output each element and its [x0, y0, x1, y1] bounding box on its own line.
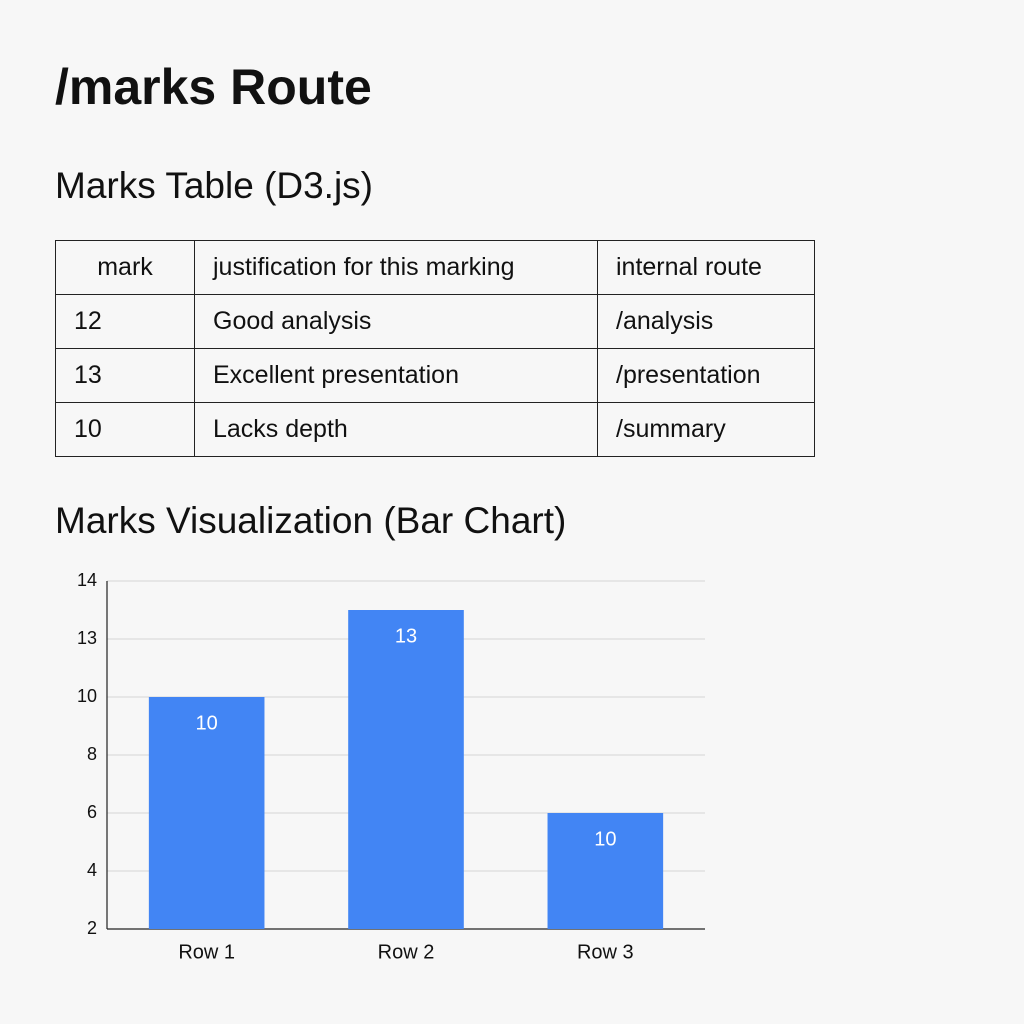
bar	[148, 697, 265, 929]
bar-value-label: 13	[395, 625, 417, 647]
bar-value-label: 10	[196, 712, 218, 734]
table-cell: 10	[55, 402, 195, 457]
table-cell: /summary	[597, 402, 815, 457]
table-row: 13 Excellent presentation/presentation	[55, 348, 815, 403]
table-cell: /presentation	[597, 348, 815, 403]
table-cell: 12	[55, 294, 195, 349]
table-cell: 13	[55, 348, 195, 403]
marks-table: mark justification for this marking intern…	[55, 240, 815, 457]
column-header: mark	[55, 240, 195, 295]
chart-heading: Marks Visualization (Bar Chart)	[55, 500, 567, 541]
x-tick-label: Row 1	[178, 941, 235, 963]
y-tick-label: 6	[87, 802, 97, 822]
table-cell: Lacks depth	[194, 402, 598, 457]
table-row: 12 Good analysis/analysis	[55, 294, 815, 349]
chart: 14 13 10 8 6 4 2 Row 1 10 Row 2 13 Row 3 10	[77, 570, 705, 963]
column-header: internal route	[597, 240, 815, 295]
bar	[348, 610, 464, 929]
table-cell: /analysis	[597, 294, 815, 349]
table-heading: Marks Table (D3.js)	[55, 165, 374, 206]
bar-value-label: 10	[594, 828, 616, 850]
column-header: justification for this marking	[194, 240, 598, 295]
y-tick-label: 2	[87, 918, 97, 938]
y-tick-label: 4	[87, 860, 97, 880]
page-title: /marks Route	[55, 59, 372, 115]
table-cell: Good analysis	[194, 294, 598, 349]
y-tick-label: 14	[77, 570, 97, 590]
y-tick-label: 10	[77, 686, 97, 706]
y-tick-label: 13	[77, 628, 97, 648]
header-row: mark justification for this marking intern…	[55, 240, 815, 295]
table-row: 10 Lacks depth/summary	[55, 402, 815, 457]
table-cell: Excellent presentation	[194, 348, 598, 403]
x-tick-label: Row 2	[378, 941, 435, 963]
y-tick-label: 8	[87, 744, 97, 764]
bar	[547, 813, 664, 929]
x-tick-label: Row 3	[577, 941, 634, 963]
